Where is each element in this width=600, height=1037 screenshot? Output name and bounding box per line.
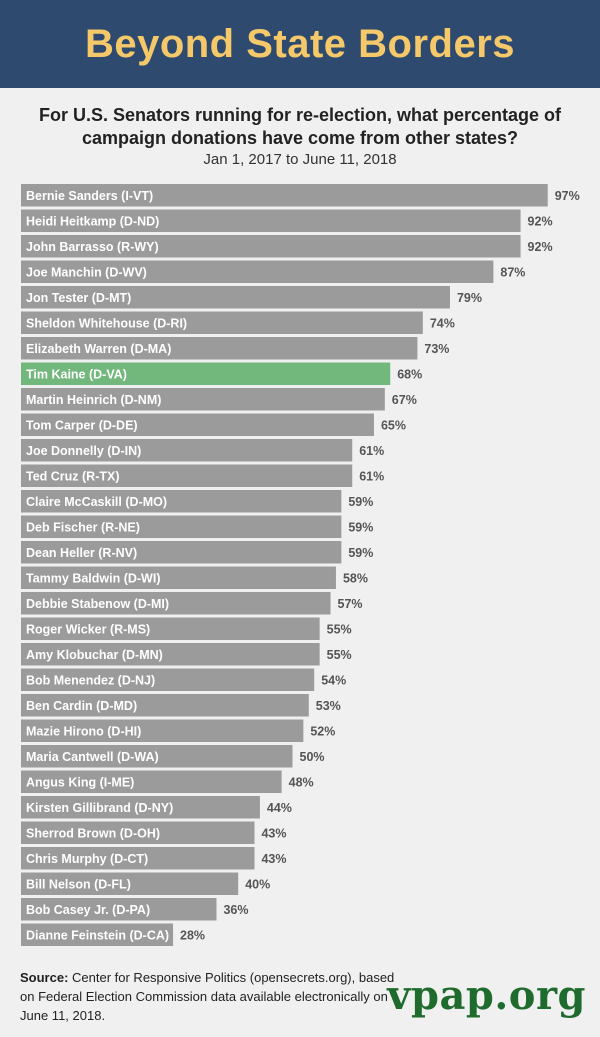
bar-sherrod-brown-d-oh (21, 821, 255, 844)
bar-label-joe-donnelly-d-in: Joe Donnelly (D-IN) (26, 444, 141, 458)
bar-label-sherrod-brown-d-oh: Sherrod Brown (D-OH) (26, 826, 160, 840)
value-label-joe-manchin-d-wv: 87% (500, 265, 525, 279)
bar-label-mazie-hirono-d-hi: Mazie Hirono (D-HI) (26, 724, 141, 738)
value-label-ted-cruz-r-tx: 61% (359, 469, 384, 483)
value-label-john-barrasso-r-wy: 92% (528, 240, 553, 254)
value-label-tom-carper-d-de: 65% (381, 418, 406, 432)
bar-sheldon-whitehouse-d-ri (21, 311, 423, 334)
bar-tammy-baldwin-d-wi (21, 566, 336, 589)
value-label-bob-casey-jr-d-pa: 36% (223, 903, 248, 917)
vpap-logo: vpap.org (387, 972, 586, 1019)
value-label-claire-mccaskill-d-mo: 59% (348, 495, 373, 509)
date-range: Jan 1, 2017 to June 11, 2018 (203, 151, 397, 168)
value-label-dean-heller-r-nv: 59% (348, 546, 373, 560)
value-label-heidi-heitkamp-d-nd: 92% (528, 214, 553, 228)
value-label-elizabeth-warren-d-ma: 73% (424, 342, 449, 356)
bar-label-ben-cardin-d-md: Ben Cardin (D-MD) (26, 699, 137, 713)
bar-label-martin-heinrich-d-nm: Martin Heinrich (D-NM) (26, 393, 161, 407)
bar-ted-cruz-r-tx (21, 464, 353, 487)
bar-joe-manchin-d-wv (21, 260, 494, 283)
bar-label-bernie-sanders-i-vt: Bernie Sanders (I-VT) (26, 189, 153, 203)
value-label-bernie-sanders-i-vt: 97% (555, 189, 580, 203)
bar-elizabeth-warren-d-ma (21, 337, 418, 360)
bar-label-roger-wicker-r-ms: Roger Wicker (R-MS) (26, 622, 150, 636)
value-label-kirsten-gillibrand-d-ny: 44% (267, 801, 292, 815)
bar-label-sheldon-whitehouse-d-ri: Sheldon Whitehouse (D-RI) (26, 316, 187, 330)
bar-joe-donnelly-d-in (21, 439, 353, 462)
bar-debbie-stabenow-d-mi (21, 592, 331, 615)
chart-subtitle: For U.S. Senators running for re-electio… (38, 105, 562, 148)
bar-label-joe-manchin-d-wv: Joe Manchin (D-WV) (26, 265, 147, 279)
source-label: Source: (20, 970, 69, 985)
bar-label-tammy-baldwin-d-wi: Tammy Baldwin (D-WI) (26, 571, 161, 585)
bar-label-debbie-stabenow-d-mi: Debbie Stabenow (D-MI) (26, 597, 169, 611)
bar-chris-murphy-d-ct (21, 847, 255, 870)
bar-heidi-heitkamp-d-nd (21, 209, 521, 232)
value-label-joe-donnelly-d-in: 61% (359, 444, 384, 458)
bar-angus-king-i-me (21, 770, 282, 793)
bar-label-elizabeth-warren-d-ma: Elizabeth Warren (D-MA) (26, 342, 171, 356)
bar-label-deb-fischer-r-ne: Deb Fischer (R-NE) (26, 520, 140, 534)
bar-label-ted-cruz-r-tx: Ted Cruz (R-TX) (26, 469, 120, 483)
bar-jon-tester-d-mt (21, 286, 450, 309)
value-label-maria-cantwell-d-wa: 50% (300, 750, 325, 764)
value-label-roger-wicker-r-ms: 55% (327, 622, 352, 636)
bar-label-chris-murphy-d-ct: Chris Murphy (D-CT) (26, 852, 148, 866)
bar-kirsten-gillibrand-d-ny (21, 796, 260, 819)
bar-label-dean-heller-r-nv: Dean Heller (R-NV) (26, 546, 137, 560)
bar-martin-heinrich-d-nm (21, 388, 385, 411)
page-title: Beyond State Borders (84, 21, 516, 66)
bar-dianne-feinstein-d-ca (21, 923, 174, 946)
value-label-sheldon-whitehouse-d-ri: 74% (430, 316, 455, 330)
bar-tom-carper-d-de (21, 413, 374, 436)
bar-claire-mccaskill-d-mo (21, 490, 342, 513)
value-label-debbie-stabenow-d-mi: 57% (338, 597, 363, 611)
bar-bob-casey-jr-d-pa (21, 898, 217, 921)
bar-label-angus-king-i-me: Angus King (I-ME) (26, 775, 134, 789)
bar-label-kirsten-gillibrand-d-ny: Kirsten Gillibrand (D-NY) (26, 801, 173, 815)
bar-label-tim-kaine-d-va: Tim Kaine (D-VA) (26, 367, 127, 381)
value-label-martin-heinrich-d-nm: 67% (392, 393, 417, 407)
value-label-tammy-baldwin-d-wi: 58% (343, 571, 368, 585)
value-label-bob-menendez-d-nj: 54% (321, 673, 346, 687)
bar-label-john-barrasso-r-wy: John Barrasso (R-WY) (26, 240, 159, 254)
value-label-mazie-hirono-d-hi: 52% (310, 724, 335, 738)
value-label-ben-cardin-d-md: 53% (316, 699, 341, 713)
title-banner: Beyond State Borders (0, 0, 600, 88)
value-label-dianne-feinstein-d-ca: 28% (180, 928, 205, 942)
bar-label-bill-nelson-d-fl: Bill Nelson (D-FL) (26, 877, 131, 891)
bar-amy-klobuchar-d-mn (21, 643, 320, 666)
bar-bernie-sanders-i-vt (21, 184, 548, 207)
bar-dean-heller-r-nv (21, 541, 342, 564)
bar-label-maria-cantwell-d-wa: Maria Cantwell (D-WA) (26, 750, 159, 764)
value-label-jon-tester-d-mt: 79% (457, 291, 482, 305)
value-label-chris-murphy-d-ct: 43% (261, 852, 286, 866)
bar-label-amy-klobuchar-d-mn: Amy Klobuchar (D-MN) (26, 648, 163, 662)
bar-label-bob-casey-jr-d-pa: Bob Casey Jr. (D-PA) (26, 903, 150, 917)
bar-label-jon-tester-d-mt: Jon Tester (D-MT) (26, 291, 131, 305)
bar-roger-wicker-r-ms (21, 617, 320, 640)
source-text: Center for Responsive Politics (opensecr… (20, 970, 395, 1023)
value-label-deb-fischer-r-ne: 59% (348, 520, 373, 534)
bar-mazie-hirono-d-hi (21, 719, 304, 742)
value-label-bill-nelson-d-fl: 40% (245, 877, 270, 891)
bar-ben-cardin-d-md (21, 694, 309, 717)
bar-john-barrasso-r-wy (21, 235, 521, 258)
bar-tim-kaine-d-va (21, 362, 391, 385)
bar-label-bob-menendez-d-nj: Bob Menendez (D-NJ) (26, 673, 155, 687)
source-note: Source: Center for Responsive Politics (… (20, 968, 410, 1025)
bar-label-tom-carper-d-de: Tom Carper (D-DE) (26, 418, 138, 432)
bar-bob-menendez-d-nj (21, 668, 315, 691)
bar-maria-cantwell-d-wa (21, 745, 293, 768)
bar-bill-nelson-d-fl (21, 872, 239, 895)
bar-label-dianne-feinstein-d-ca: Dianne Feinstein (D-CA) (26, 928, 169, 942)
value-label-tim-kaine-d-va: 68% (397, 367, 422, 381)
bar-chart: Bernie Sanders (I-VT) 97% Heidi Heitkamp (… (21, 184, 580, 946)
bar-deb-fischer-r-ne (21, 515, 342, 538)
value-label-amy-klobuchar-d-mn: 55% (327, 648, 352, 662)
value-label-sherrod-brown-d-oh: 43% (261, 826, 286, 840)
value-label-angus-king-i-me: 48% (289, 775, 314, 789)
bar-label-heidi-heitkamp-d-nd: Heidi Heitkamp (D-ND) (26, 214, 159, 228)
bar-label-claire-mccaskill-d-mo: Claire McCaskill (D-MO) (26, 495, 167, 509)
